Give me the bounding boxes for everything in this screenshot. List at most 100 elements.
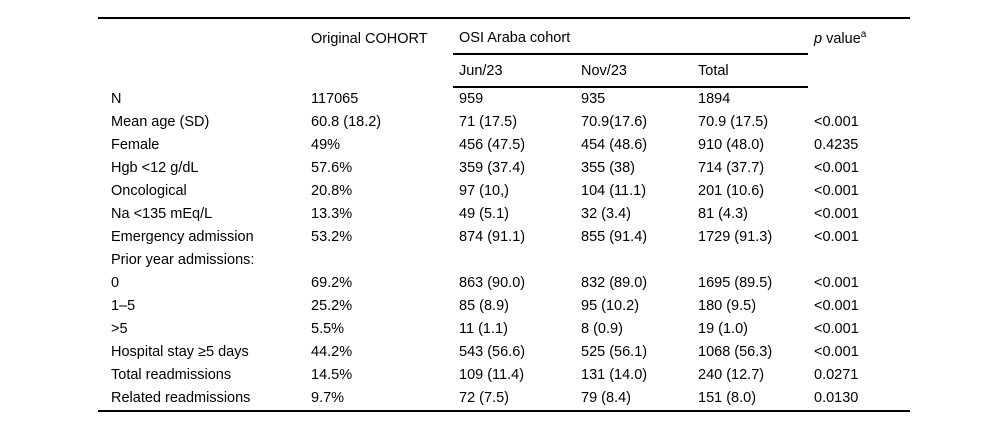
total-cell: 1894 — [698, 91, 731, 107]
jun23-cell: 359 (37.4) — [459, 160, 526, 176]
p-value-cell: <0.001 — [814, 321, 859, 337]
p-value-cell: <0.001 — [814, 344, 859, 360]
original-cohort-cell: 44.2% — [311, 344, 353, 360]
original-cohort-cell: 117065 — [311, 90, 359, 107]
row-label-cell: Hgb <12 g/dL — [111, 160, 199, 176]
original-cohort-cell: 20.8% — [311, 183, 353, 199]
table-row: Total readmissions 14.5% 109 (11.4) 131 … — [98, 364, 910, 387]
total-cell: 1695 (89.5) — [698, 275, 773, 291]
total-cell: 81 (4.3) — [698, 206, 748, 222]
p-value-cell: <0.001 — [814, 275, 859, 291]
table-row-section: Prior year admissions: — [98, 249, 910, 272]
total-cell: 1068 (56.3) — [698, 344, 773, 360]
header-p-value: p valuea — [808, 18, 910, 54]
subheader-total: Total — [692, 54, 808, 88]
jun23-cell: 72 (7.5) — [459, 390, 509, 406]
nov23-cell: 104 (11.1) — [581, 183, 647, 199]
row-label-cell: Oncological — [111, 183, 187, 199]
nov23-cell: 70.9(17.6) — [581, 114, 648, 130]
p-value-cell: <0.001 — [814, 160, 859, 176]
header-original-cohort: Original COHORT — [311, 31, 428, 47]
jun23-cell: 71 (17.5) — [459, 114, 518, 130]
original-cohort-cell: 69.2% — [311, 275, 353, 291]
p-value-rest: value — [822, 31, 861, 47]
row-label-cell: 1–5 — [111, 298, 136, 314]
jun23-cell: 456 (47.5) — [459, 137, 526, 153]
p-value-cell: <0.001 — [814, 114, 859, 130]
nov23-cell: 525 (56.1) — [581, 344, 648, 360]
total-cell: 180 (9.5) — [698, 298, 757, 314]
p-value-cell: <0.001 — [814, 298, 859, 314]
p-value-footnote-marker: a — [860, 29, 867, 41]
jun23-cell — [453, 249, 575, 272]
total-cell: 1729 (91.3) — [698, 229, 773, 245]
original-cohort-cell: 5.5% — [311, 321, 345, 337]
row-label-cell: Prior year admissions: — [111, 252, 255, 268]
jun23-cell: 959 — [459, 91, 484, 107]
jun23-cell: 543 (56.6) — [459, 344, 526, 360]
original-cohort-cell: 14.5% — [311, 367, 353, 383]
jun23-cell: 874 (91.1) — [459, 229, 526, 245]
table-row: 0 69.2% 863 (90.0) 832 (89.0) 1695 (89.5… — [98, 272, 910, 295]
subheader-nov23: Nov/23 — [575, 54, 692, 88]
total-cell: 910 (48.0) — [698, 137, 765, 153]
original-cohort-cell: 57.6% — [311, 160, 353, 176]
table-row: >5 5.5% 11 (1.1) 8 (0.9) 19 (1.0) <0.001 — [98, 318, 910, 341]
nov23-cell: 131 (14.0) — [581, 367, 648, 383]
table-row: Related readmissions 9.7% 72 (7.5) 79 (8… — [98, 387, 910, 411]
table-row: Na <135 mEq/L 13.3% 49 (5.1) 32 (3.4) 81… — [98, 203, 910, 226]
nov23-cell: 855 (91.4) — [581, 229, 648, 245]
nov23-cell: 8 (0.9) — [581, 321, 623, 337]
jun23-cell: 11 (1.1) — [459, 321, 508, 337]
table-row: Hgb <12 g/dL 57.6% 359 (37.4) 355 (38) 7… — [98, 157, 910, 180]
subheader-empty-p — [808, 54, 910, 87]
row-label-cell: Total readmissions — [111, 367, 232, 383]
jun23-cell: 109 (11.4) — [459, 367, 525, 383]
p-value-cell: 0.0130 — [814, 390, 859, 406]
total-cell: 201 (10.6) — [698, 183, 765, 199]
original-cohort-cell: 9.7% — [311, 390, 345, 406]
row-label-cell: Related readmissions — [111, 390, 251, 406]
p-value-cell: 0.4235 — [814, 137, 859, 153]
nov23-cell: 355 (38) — [581, 160, 636, 176]
jun23-cell: 97 (10,) — [459, 183, 509, 199]
row-label-cell: Na <135 mEq/L — [111, 206, 213, 222]
nov23-cell: 95 (10.2) — [581, 298, 640, 314]
cohort-comparison-table: Original COHORT OSI Araba cohort p value… — [98, 17, 910, 412]
nov23-cell: 832 (89.0) — [581, 275, 648, 291]
total-cell: 19 (1.0) — [698, 321, 748, 337]
row-label-cell: Mean age (SD) — [111, 114, 210, 130]
p-value-cell: <0.001 — [814, 206, 859, 222]
row-label-cell: Hospital stay ≥5 days — [111, 344, 249, 360]
subheader-empty-label — [98, 54, 311, 87]
row-label-cell: N — [111, 90, 122, 107]
p-value-cell — [808, 87, 910, 111]
p-value-cell — [808, 249, 910, 272]
row-label-cell: Female — [111, 137, 160, 153]
p-value-cell: <0.001 — [814, 183, 859, 199]
jun23-cell: 49 (5.1) — [459, 206, 509, 222]
nov23-cell: 32 (3.4) — [581, 206, 631, 222]
original-cohort-cell: 60.8 (18.2) — [311, 114, 382, 130]
table-row: Mean age (SD) 60.8 (18.2) 71 (17.5) 70.9… — [98, 111, 910, 134]
table-row: N 117065 959 935 1894 — [98, 87, 910, 111]
original-cohort-cell — [311, 249, 453, 272]
total-cell: 240 (12.7) — [698, 367, 765, 383]
table-row: Hospital stay ≥5 days 44.2% 543 (56.6) 5… — [98, 341, 910, 364]
original-cohort-cell: 13.3% — [311, 206, 353, 222]
row-label-cell: Emergency admission — [111, 229, 254, 245]
nov23-cell: 935 — [581, 91, 606, 107]
p-value-italic-p: p — [814, 31, 823, 47]
table-row: 1–5 25.2% 85 (8.9) 95 (10.2) 180 (9.5) <… — [98, 295, 910, 318]
nov23-cell — [575, 249, 692, 272]
original-cohort-cell: 53.2% — [311, 229, 353, 245]
original-cohort-cell: 49% — [311, 137, 341, 153]
header-osi-araba-cohort: OSI Araba cohort — [453, 18, 808, 55]
row-label-cell: >5 — [111, 321, 128, 337]
table-row: Emergency admission 53.2% 874 (91.1) 855… — [98, 226, 910, 249]
total-cell: 714 (37.7) — [698, 160, 765, 176]
total-cell: 151 (8.0) — [698, 390, 757, 406]
table-row: Oncological 20.8% 97 (10,) 104 (11.1) 20… — [98, 180, 910, 203]
jun23-cell: 85 (8.9) — [459, 298, 509, 314]
